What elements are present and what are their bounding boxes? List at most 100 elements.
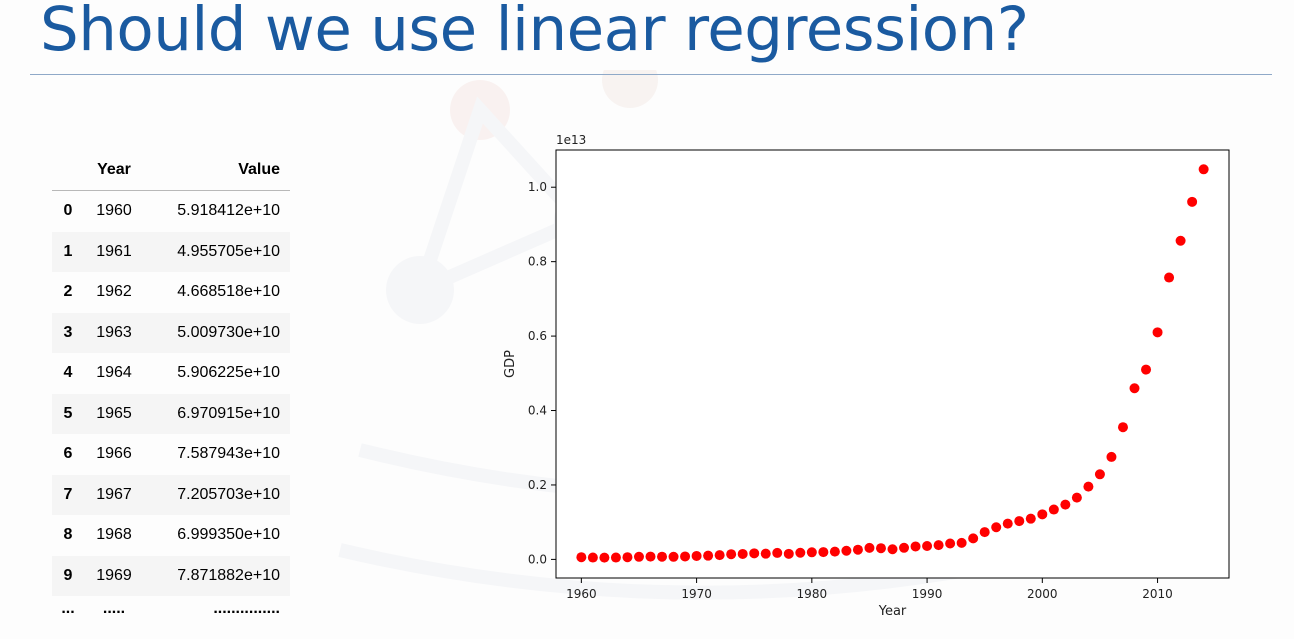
data-point (922, 540, 933, 551)
data-point (1164, 272, 1175, 283)
data-point (1094, 469, 1105, 480)
data-point (622, 552, 633, 563)
y-offset-label: 1e13 (556, 133, 586, 147)
data-point (1002, 518, 1013, 529)
y-tick-label: 1.0 (528, 180, 547, 194)
data-point (737, 548, 748, 559)
row-value: 7.205703e+10 (177, 485, 280, 503)
data-point (703, 550, 714, 561)
data-point (1037, 509, 1048, 520)
table-row: 7 1967 7.205703e+10 (52, 474, 290, 515)
y-tick-label: 0.2 (528, 478, 547, 492)
data-point (783, 548, 794, 559)
y-axis-label: GDP (503, 350, 518, 378)
data-point (749, 548, 760, 559)
data-point (691, 550, 702, 561)
row-value: 7.871882e+10 (177, 566, 280, 584)
data-point (576, 552, 587, 563)
row-value: 6.999350e+10 (177, 526, 280, 544)
data-point (899, 542, 910, 553)
data-point (668, 551, 679, 562)
row-year: 1962 (96, 283, 132, 301)
data-point (726, 549, 737, 560)
data-point (910, 541, 921, 552)
row-year: 1967 (96, 485, 132, 503)
row-index: 3 (63, 323, 73, 341)
ellipsis-year: ..... (102, 600, 126, 617)
data-point (979, 527, 990, 538)
data-point (1048, 504, 1059, 515)
data-point (645, 551, 656, 562)
row-value: 7.587943e+10 (177, 445, 280, 463)
table-body: 0 1960 5.918412e+10 1 1961 4.955705e+10 2 1962 4… (52, 191, 290, 596)
table-row: 1 1961 4.955705e+10 (52, 231, 290, 272)
data-point (852, 544, 863, 555)
row-index: 6 (63, 445, 73, 463)
table-ellipsis-row: ... ..... ............... (52, 596, 290, 622)
data-point (1106, 451, 1117, 462)
row-index: 4 (63, 364, 73, 382)
data-point (1175, 235, 1186, 246)
data-point (887, 544, 898, 555)
table-row: 5 1965 6.970915e+10 (52, 393, 290, 434)
data-point (657, 551, 668, 562)
data-point (864, 542, 875, 553)
data-table: Year Value 0 1960 5.918412e+10 1 1961 4.95570… (52, 150, 290, 622)
x-tick-label: 1970 (681, 587, 712, 601)
row-year: 1964 (96, 364, 132, 382)
row-index: 1 (63, 242, 73, 260)
data-point (956, 537, 967, 548)
data-point (818, 547, 829, 558)
data-point (599, 552, 610, 563)
data-point (610, 552, 621, 563)
x-tick-label: 2000 (1027, 587, 1058, 601)
row-value: 5.009730e+10 (177, 323, 280, 341)
table-row: 3 1963 5.009730e+10 (52, 312, 290, 353)
row-year: 1965 (96, 404, 132, 422)
data-point (875, 543, 886, 554)
data-point (1060, 499, 1071, 510)
x-tick-label: 1960 (566, 587, 597, 601)
data-point (587, 552, 598, 563)
row-value: 5.918412e+10 (177, 202, 280, 220)
data-point (1141, 364, 1152, 375)
table-row: 0 1960 5.918412e+10 (52, 191, 290, 232)
data-point (991, 522, 1002, 533)
title-divider (30, 74, 1272, 75)
row-value: 4.668518e+10 (177, 283, 280, 301)
header-value: Value (238, 161, 280, 178)
data-point (1117, 422, 1128, 433)
row-index: 5 (63, 404, 73, 422)
y-tick-label: 0.4 (528, 404, 547, 418)
table-row: 8 1968 6.999350e+10 (52, 515, 290, 556)
x-axis-label: Year (878, 604, 907, 615)
row-year: 1968 (96, 526, 132, 544)
row-year: 1963 (96, 323, 132, 341)
data-point (1152, 327, 1163, 338)
header-year: Year (97, 161, 131, 178)
ellipsis-index: ... (61, 600, 75, 617)
data-point (1014, 516, 1025, 527)
data-point (1187, 196, 1198, 207)
data-point (680, 551, 691, 562)
table-row: 2 1962 4.668518e+10 (52, 272, 290, 313)
data-point (1083, 481, 1094, 492)
row-value: 6.970915e+10 (177, 404, 280, 422)
slide-title: Should we use linear regression? (40, 0, 1029, 65)
row-index: 2 (63, 283, 73, 301)
data-point (772, 547, 783, 558)
table-row: 4 1964 5.906225e+10 (52, 353, 290, 394)
data-point (1071, 492, 1082, 503)
data-point (1198, 164, 1209, 175)
y-tick-label: 0.0 (528, 552, 547, 566)
data-point (760, 548, 771, 559)
y-tick-label: 0.8 (528, 255, 547, 269)
row-value: 4.955705e+10 (177, 242, 280, 260)
row-year: 1969 (96, 566, 132, 584)
y-tick-label: 0.6 (528, 329, 547, 343)
row-index: 8 (63, 526, 73, 544)
row-index: 9 (63, 566, 73, 584)
data-point (945, 538, 956, 549)
data-point (933, 540, 944, 551)
row-year: 1960 (96, 202, 132, 220)
